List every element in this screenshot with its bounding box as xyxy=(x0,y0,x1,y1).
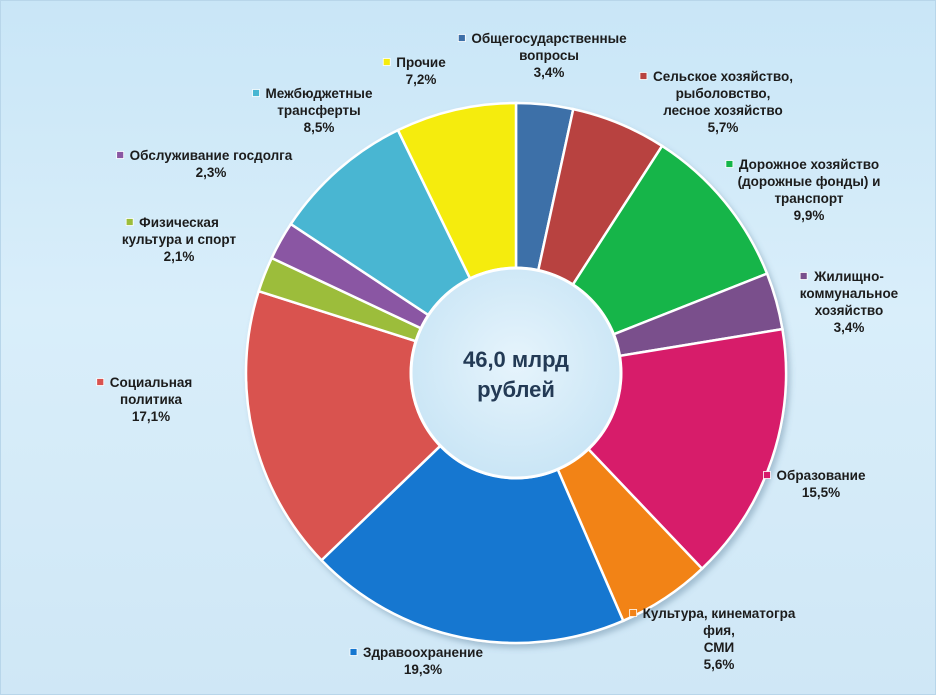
slice-value-label: 15,5% xyxy=(802,485,840,500)
slice-value-label: 2,1% xyxy=(164,249,195,264)
slice-label-9: Физическая культура и спорт 2,1% xyxy=(122,215,237,264)
legend-marker xyxy=(799,272,808,280)
center-label-line: 46,0 млрд xyxy=(463,347,569,372)
center-label: 46,0 млрд рублей xyxy=(463,347,569,402)
slice-name-label: СМИ xyxy=(704,640,735,655)
slice-name-label: политика xyxy=(120,392,183,407)
slice-name-label: Прочие xyxy=(396,55,446,70)
slice-label-8: Социальная политика 17,1% xyxy=(96,375,193,424)
slice-label-10: Обслуживание госдолга 2,3% xyxy=(116,148,293,180)
legend-marker xyxy=(125,218,134,226)
slice-name-label: Обслуживание госдолга xyxy=(130,148,293,163)
legend-marker xyxy=(382,58,391,66)
slice-name-label: транспорт xyxy=(774,191,843,206)
slice-label-1: Общегосударственные вопросы 3,4% xyxy=(457,31,627,80)
slice-name-label: Общегосударственные xyxy=(471,31,627,46)
slice-name-label: трансферты xyxy=(277,103,360,118)
slice-value-label: 19,3% xyxy=(404,662,442,677)
slice-value-label: 2,3% xyxy=(196,165,227,180)
legend-marker xyxy=(116,151,125,159)
slice-name-label: Здравоохранение xyxy=(363,645,483,660)
donut-hole xyxy=(409,266,623,480)
slice-name-label: лесное хозяйство xyxy=(663,103,783,118)
slice-name-label: Жилищно- xyxy=(813,269,884,284)
slice-label-6: Культура, кинематогра фия, СМИ 5,6% xyxy=(629,606,796,672)
center-label-line: рублей xyxy=(477,377,555,402)
slice-label-7: Здравоохранение 19,3% xyxy=(349,645,483,677)
slices-group xyxy=(244,101,788,645)
slice-name-label: Физическая xyxy=(139,215,219,230)
slice-label-11: Межбюджетные трансферты 8,5% xyxy=(252,86,373,135)
slice-value-label: 5,6% xyxy=(704,657,735,672)
legend-marker xyxy=(629,609,638,617)
legend-marker xyxy=(96,378,105,386)
legend-marker xyxy=(763,471,771,479)
slice-label-12: Прочие 7,2% xyxy=(382,55,446,87)
slice-name-label: Сельское хозяйство, xyxy=(653,69,793,84)
slice-value-label: 8,5% xyxy=(304,120,335,135)
slice-name-label: Образование xyxy=(777,468,866,483)
slice-value-label: 3,4% xyxy=(534,65,565,80)
slice-name-label: Межбюджетные xyxy=(266,86,373,101)
slice-name-label: вопросы xyxy=(519,48,579,63)
slice-name-label: Культура, кинематогра xyxy=(643,606,796,621)
slice-name-label: культура и спорт xyxy=(122,232,237,247)
slice-name-label: фия, xyxy=(703,623,735,638)
legend-marker xyxy=(457,34,466,42)
legend-marker xyxy=(725,160,734,168)
slice-value-label: 3,4% xyxy=(834,320,865,335)
slice-name-label: (дорожные фонды) и xyxy=(738,174,881,189)
slice-value-label: 5,7% xyxy=(708,120,739,135)
slice-name-label: Дорожное хозяйство xyxy=(739,157,879,172)
legend-marker xyxy=(252,89,260,97)
slice-value-label: 7,2% xyxy=(406,72,437,87)
slice-name-label: хозяйство xyxy=(815,303,884,318)
legend-marker xyxy=(349,648,358,656)
labels-group: Общегосударственные вопросы 3,4% Сельское х… xyxy=(96,31,899,677)
slice-label-4: Жилищно-коммунальное хозяйство 3,4% xyxy=(799,269,899,335)
slice-name-label: коммунальное xyxy=(800,286,899,301)
slice-value-label: 17,1% xyxy=(132,409,170,424)
slice-label-3: Дорожное хозяйство (дорожные фонды) и тран… xyxy=(725,157,881,223)
slice-value-label: 9,9% xyxy=(794,208,825,223)
slice-label-5: Образование 15,5% xyxy=(763,468,866,500)
slice-label-2: Сельское хозяйство, рыболовство, лесное хо… xyxy=(639,69,793,135)
legend-marker xyxy=(639,72,648,80)
slice-name-label: Социальная xyxy=(110,375,193,390)
slice-name-label: рыболовство, xyxy=(676,86,771,101)
